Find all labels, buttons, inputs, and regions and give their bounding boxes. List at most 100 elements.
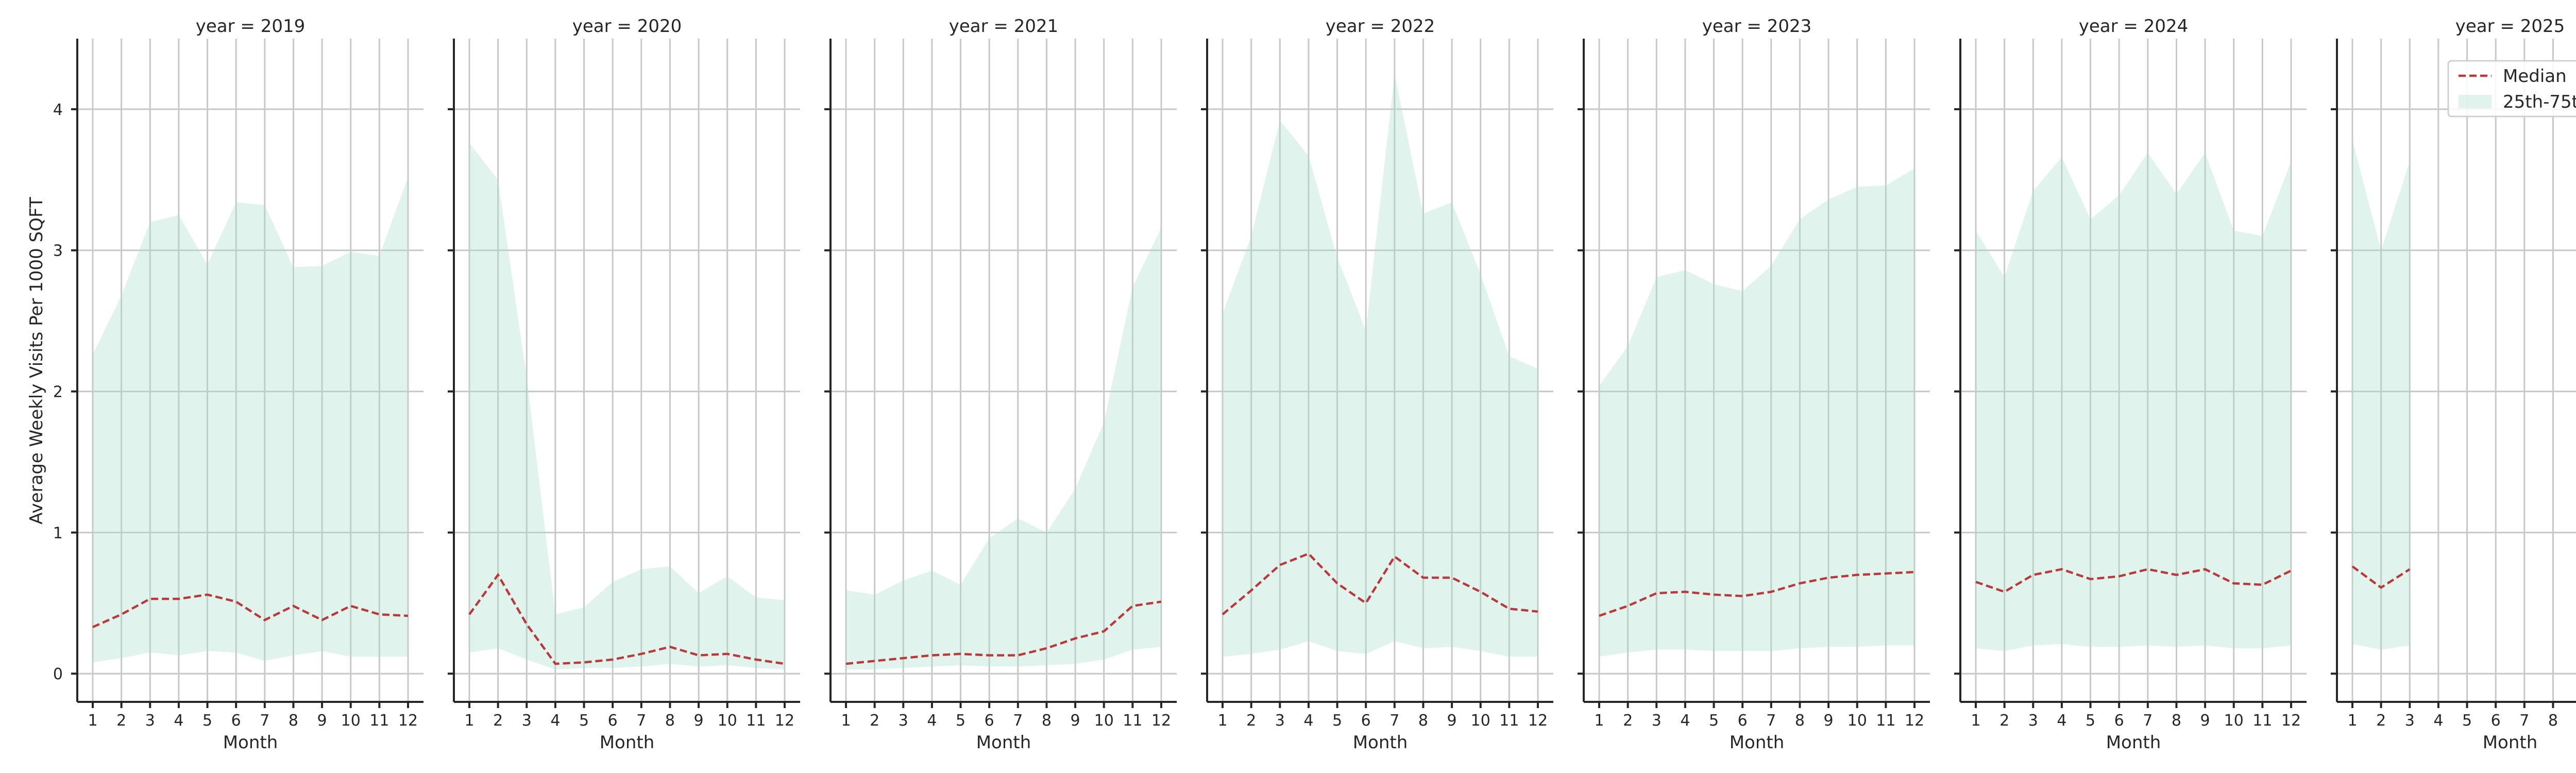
- x-tick-label: 5: [579, 712, 589, 730]
- x-tick-label: 2: [493, 712, 503, 730]
- median-line: [1599, 570, 1915, 617]
- y-tick-label: 3: [53, 242, 63, 260]
- x-tick-label: 6: [2114, 712, 2124, 730]
- x-tick-label: 7: [2143, 712, 2153, 730]
- x-tick-label: 5: [1332, 712, 1342, 730]
- y-tick-label: 1: [53, 524, 63, 542]
- x-tick-label: 5: [2462, 712, 2472, 730]
- panel-title: year = 2022: [1326, 16, 1435, 37]
- x-tick-label: 11: [1876, 712, 1895, 730]
- x-tick-label: 8: [2172, 712, 2181, 730]
- x-tick-label: 1: [2347, 712, 2357, 730]
- x-tick-label: 12: [398, 712, 418, 730]
- x-tick-label: 1: [1217, 712, 1227, 730]
- x-tick-label: 4: [550, 712, 560, 730]
- x-tick-label: 3: [145, 712, 155, 730]
- x-tick-label: 1: [841, 712, 851, 730]
- x-tick-label: 2: [1246, 712, 1256, 730]
- x-tick-label: 3: [522, 712, 532, 730]
- x-tick-label: 4: [1303, 712, 1313, 730]
- x-tick-label: 10: [1848, 712, 1867, 730]
- x-tick-label: 7: [1389, 712, 1399, 730]
- y-tick-label: 2: [53, 383, 63, 401]
- legend-band-swatch: [2459, 95, 2492, 108]
- x-tick-label: 4: [2433, 712, 2443, 730]
- x-tick-label: 12: [775, 712, 794, 730]
- x-tick-label: 11: [746, 712, 766, 730]
- x-tick-label: 6: [2491, 712, 2501, 730]
- percentile-band: [93, 177, 408, 663]
- percentile-band: [1976, 153, 2291, 651]
- x-tick-label: 6: [1738, 712, 1748, 730]
- x-tick-label: 3: [2405, 712, 2415, 730]
- legend: Median 25th-75th Percentile: [2447, 60, 2576, 117]
- panel-title: year = 2023: [1702, 16, 1811, 37]
- x-tick-label: 3: [1275, 712, 1285, 730]
- x-tick-label: 12: [1151, 712, 1171, 730]
- x-tick-label: 11: [2252, 712, 2272, 730]
- x-tick-label: 9: [1824, 712, 1834, 730]
- x-tick-label: 8: [1795, 712, 1805, 730]
- x-tick-label: 2: [1999, 712, 2009, 730]
- x-axis-label: Month: [2106, 732, 2161, 753]
- x-tick-label: 7: [1013, 712, 1023, 730]
- x-tick-label: 1: [464, 712, 474, 730]
- x-tick-label: 8: [2548, 712, 2558, 730]
- x-tick-label: 10: [1471, 712, 1490, 730]
- x-axis-label: Month: [976, 732, 1031, 753]
- median-line: [1222, 552, 1538, 615]
- x-tick-label: 2: [1623, 712, 1633, 730]
- panel-title: year = 2024: [2079, 16, 2188, 37]
- x-tick-label: 7: [636, 712, 646, 730]
- x-tick-label: 2: [116, 712, 126, 730]
- median-line: [845, 600, 1162, 665]
- x-tick-label: 9: [1071, 712, 1080, 730]
- x-tick-label: 6: [1361, 712, 1371, 730]
- x-tick-label: 10: [1094, 712, 1114, 730]
- percentile-band: [846, 227, 1161, 670]
- x-tick-label: 8: [665, 712, 675, 730]
- median-line: [1975, 568, 2292, 593]
- median-line: [92, 593, 409, 628]
- x-tick-label: 9: [317, 712, 327, 730]
- x-tick-label: 1: [88, 712, 97, 730]
- x-tick-label: 10: [2224, 712, 2244, 730]
- x-tick-label: 5: [202, 712, 212, 730]
- median-line: [2351, 565, 2411, 589]
- x-tick-label: 3: [899, 712, 908, 730]
- x-tick-label: 7: [1766, 712, 1776, 730]
- x-tick-label: 10: [341, 712, 361, 730]
- x-axis-label: Month: [1730, 732, 1785, 753]
- x-tick-label: 12: [2281, 712, 2301, 730]
- x-tick-label: 11: [1123, 712, 1142, 730]
- x-axis-label: Month: [1353, 732, 1408, 753]
- x-tick-label: 4: [174, 712, 183, 730]
- x-axis-label: Month: [600, 732, 655, 753]
- y-tick-label: 0: [53, 665, 63, 683]
- x-tick-label: 8: [289, 712, 298, 730]
- x-tick-label: 5: [2086, 712, 2095, 730]
- x-tick-label: 5: [1709, 712, 1719, 730]
- x-tick-label: 4: [2057, 712, 2066, 730]
- x-tick-label: 7: [260, 712, 269, 730]
- x-tick-label: 6: [608, 712, 618, 730]
- x-axis-label: Month: [223, 732, 278, 753]
- x-tick-label: 6: [231, 712, 241, 730]
- x-tick-label: 3: [1652, 712, 1662, 730]
- x-axis-label: Month: [2483, 732, 2538, 753]
- x-tick-label: 6: [985, 712, 994, 730]
- x-tick-label: 2: [870, 712, 879, 730]
- percentile-band: [1223, 74, 1538, 657]
- legend-median-label: Median: [2503, 66, 2567, 87]
- x-tick-label: 4: [927, 712, 937, 730]
- x-tick-label: 9: [1447, 712, 1457, 730]
